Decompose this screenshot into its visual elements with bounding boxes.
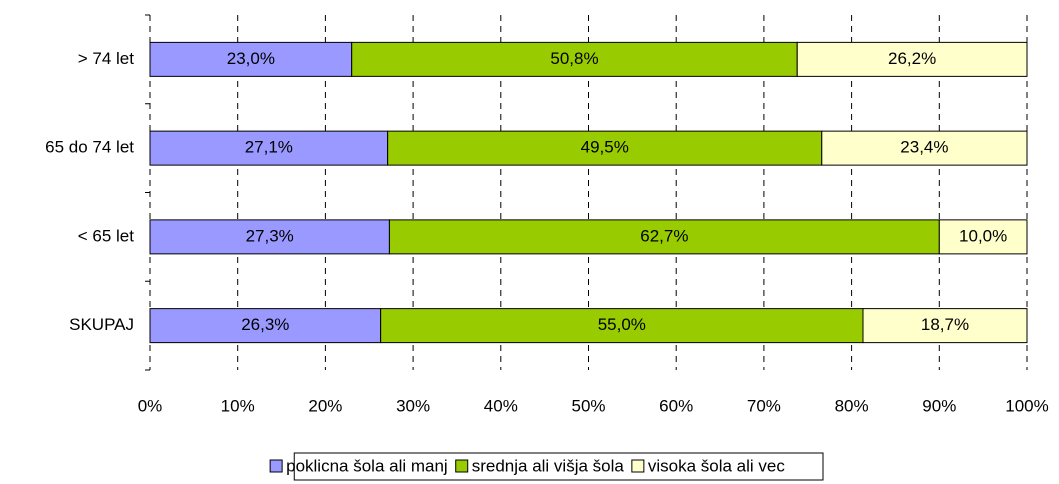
legend-label: visoka šola ali vec (648, 456, 786, 475)
legend-marker (269, 459, 283, 473)
x-tick-label: 40% (484, 396, 518, 415)
bar-segment (938, 219, 1028, 255)
y-tick-label: > 74 let (78, 49, 135, 68)
bar-segment (149, 308, 382, 344)
x-tick-label: 80% (835, 396, 869, 415)
legend-label: srednja ali višja šola (472, 456, 625, 475)
data-label: 26,3% (241, 315, 289, 334)
x-tick-label: 50% (571, 396, 605, 415)
x-tick-label: 70% (747, 396, 781, 415)
x-tick-label: 90% (922, 396, 956, 415)
data-label: 18,7% (921, 315, 969, 334)
x-tick-label: 60% (659, 396, 693, 415)
data-label: 23,0% (227, 49, 275, 68)
data-label: 49,5% (581, 138, 629, 157)
bar-segment (380, 308, 864, 344)
y-tick-label: 65 do 74 let (45, 138, 134, 157)
data-label: 27,1% (245, 138, 293, 157)
data-label: 23,4% (900, 138, 948, 157)
x-tick-label: 10% (221, 396, 255, 415)
x-tick-label: 30% (396, 396, 430, 415)
legend: poklicna šola ali manj srednja ali višja … (269, 452, 824, 481)
x-tick-label: 20% (308, 396, 342, 415)
bar-segment (149, 219, 390, 255)
legend-label: poklicna šola ali manj (286, 456, 448, 475)
data-label: 10,0% (959, 226, 1007, 245)
data-label: 55,0% (598, 315, 646, 334)
data-label: 26,2% (888, 49, 936, 68)
data-label: 62,7% (640, 226, 688, 245)
bar-segment (149, 41, 353, 77)
legend-box (293, 452, 824, 481)
legend-marker (631, 459, 645, 473)
y-tick-label: SKUPAJ (69, 315, 134, 334)
bar-segment (821, 130, 1028, 166)
bar-segment (796, 41, 1028, 77)
bar-segment (388, 219, 940, 255)
bar-segment (862, 308, 1028, 344)
data-label: 27,3% (246, 226, 294, 245)
bar-segment (387, 130, 823, 166)
x-tick-label: 0% (138, 396, 163, 415)
x-tick-label: 100% (1005, 396, 1048, 415)
y-tick-label: < 65 let (78, 226, 135, 245)
data-label: 50,8% (550, 49, 598, 68)
legend-marker (455, 459, 469, 473)
